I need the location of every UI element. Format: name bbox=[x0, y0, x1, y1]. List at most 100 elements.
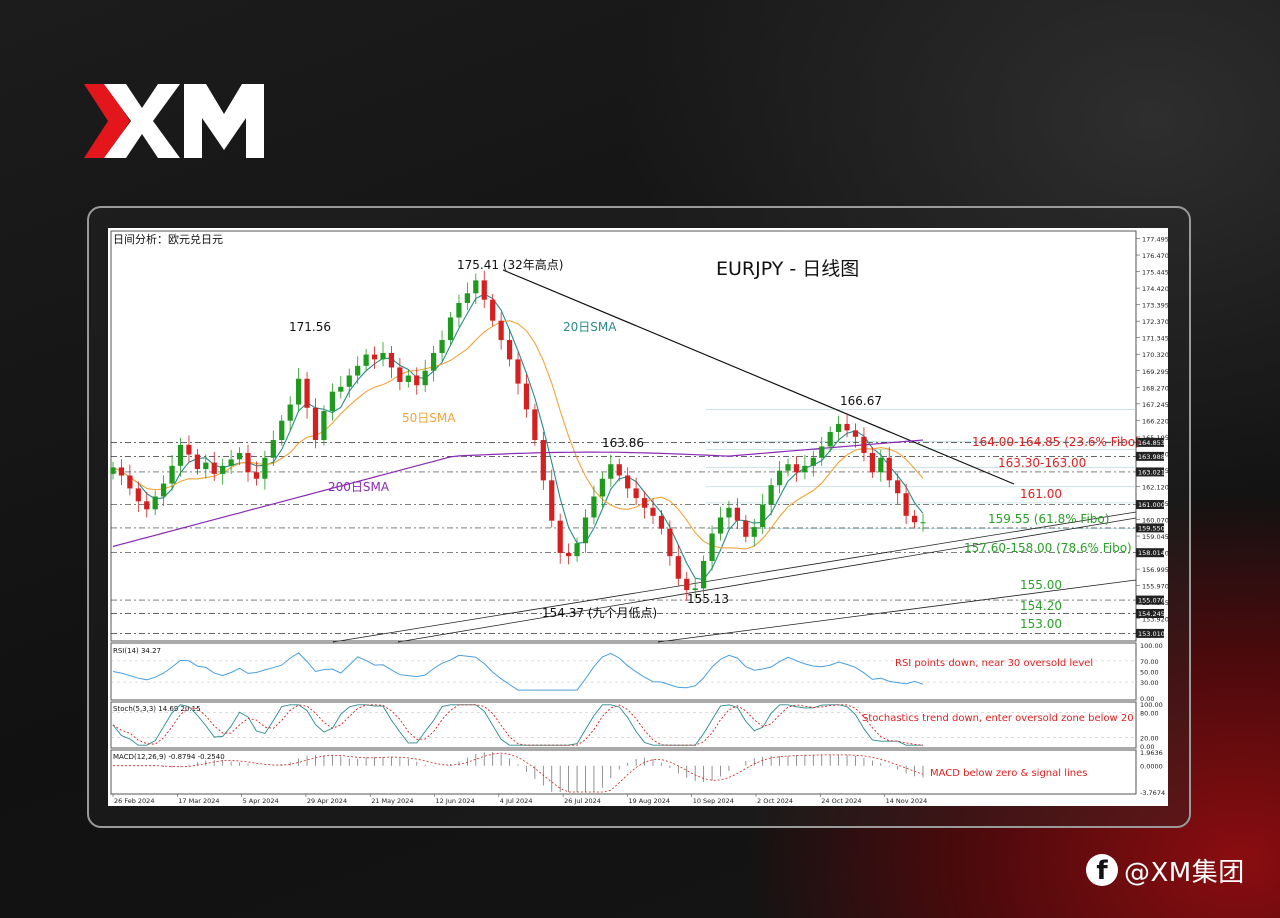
price-tag-box bbox=[1136, 467, 1164, 477]
candle-body bbox=[549, 480, 555, 521]
price-tick-label: 167.245 bbox=[1142, 401, 1168, 409]
stoch-d-line bbox=[112, 704, 924, 746]
ascending-trendline-3 bbox=[657, 579, 1137, 643]
candle-body bbox=[431, 352, 437, 371]
stoch-tick-label: 0.00 bbox=[1140, 743, 1154, 751]
descending-trendline bbox=[502, 269, 1015, 485]
date-tick-label: 14 Nov 2024 bbox=[886, 797, 928, 805]
candle-body bbox=[793, 464, 800, 473]
candle-body bbox=[279, 420, 285, 441]
rsi-label: RSI(14) 34.27 bbox=[113, 647, 161, 655]
price-tag-label: 163.021 bbox=[1138, 468, 1165, 476]
level-label-3: 161.00 bbox=[1020, 487, 1062, 501]
date-tick-label: 4 Jul 2024 bbox=[500, 797, 533, 805]
candle-body bbox=[464, 293, 470, 303]
logo-red-chevron bbox=[84, 84, 130, 158]
candle-body bbox=[878, 457, 884, 473]
candle-body bbox=[110, 467, 116, 474]
candle-body bbox=[456, 302, 462, 318]
rsi-tick-label: 50.00 bbox=[1140, 669, 1159, 677]
candle-body bbox=[270, 440, 276, 458]
price-tick-label: 165.195 bbox=[1142, 434, 1168, 442]
candle-body bbox=[726, 507, 732, 518]
candle-body bbox=[836, 423, 842, 432]
price-tag-box bbox=[1136, 628, 1164, 638]
candle-body bbox=[903, 493, 909, 516]
ascending-trendline-1 bbox=[332, 511, 1137, 643]
price-tag-label: 159.550 bbox=[1138, 524, 1165, 532]
annotation-peak-166: 166.67 bbox=[840, 394, 882, 408]
footer-brand: f @XM集团 bbox=[1086, 850, 1245, 890]
level-label-4: 159.55 (61.8% Fibo) bbox=[988, 512, 1109, 526]
candle-body bbox=[591, 496, 597, 518]
candle-body bbox=[186, 444, 192, 455]
sma200-line bbox=[112, 439, 924, 548]
candle-body bbox=[397, 367, 403, 382]
date-tick-label: 24 Oct 2024 bbox=[821, 797, 861, 805]
stoch-note: Stochastics trend down, enter oversold z… bbox=[862, 713, 1134, 724]
level-label-5: 157.60-158.00 (78.6% Fibo) bbox=[964, 541, 1132, 555]
candle-body bbox=[304, 378, 310, 408]
annotation-low-9m: 154.37 (九个月低点) bbox=[542, 606, 657, 620]
candle-body bbox=[523, 383, 530, 410]
candle-body bbox=[532, 409, 538, 441]
candle-body bbox=[625, 475, 631, 489]
rsi-tick-label: 70.00 bbox=[1140, 658, 1159, 666]
sma20-label: 20日SMA bbox=[563, 320, 617, 334]
sma20-line bbox=[112, 293, 924, 581]
candle-body bbox=[852, 430, 859, 437]
candle-body bbox=[819, 446, 825, 458]
candle-body bbox=[380, 352, 386, 360]
candle-body bbox=[734, 507, 740, 521]
candle-body bbox=[633, 488, 639, 499]
candle-body bbox=[540, 440, 546, 481]
price-tick-label: 175.445 bbox=[1142, 269, 1168, 277]
candle-body bbox=[675, 556, 681, 579]
price-tick-label: 155.970 bbox=[1142, 583, 1168, 591]
candle-body bbox=[776, 470, 783, 486]
candle-body bbox=[194, 454, 200, 470]
candle-body bbox=[886, 457, 892, 481]
rsi-tick-label: 30.00 bbox=[1140, 679, 1159, 687]
candle-body bbox=[177, 444, 184, 466]
date-tick-label: 17 Mar 2024 bbox=[178, 797, 219, 805]
candle-body bbox=[371, 354, 378, 360]
candle-body bbox=[717, 517, 724, 534]
stoch-label: Stoch(5,3,3) 14.69 20.15 bbox=[113, 705, 201, 713]
price-tick-label: 159.045 bbox=[1142, 533, 1168, 541]
candle-body bbox=[658, 515, 665, 529]
candle-body bbox=[557, 520, 563, 553]
date-tick-label: 26 Jul 2024 bbox=[564, 797, 601, 805]
stoch-tick-label: 20.00 bbox=[1140, 735, 1159, 743]
candle-body bbox=[346, 375, 352, 387]
candle-body bbox=[743, 520, 749, 537]
stoch-panel-border bbox=[110, 701, 1137, 749]
price-tick-label: 170.320 bbox=[1142, 351, 1168, 359]
sma50-label: 50日SMA bbox=[402, 411, 456, 425]
candle-body bbox=[895, 480, 901, 494]
date-tick-label: 26 Feb 2024 bbox=[114, 797, 154, 805]
price-tag-label: 163.988 bbox=[1138, 453, 1165, 461]
candle-body bbox=[296, 378, 302, 405]
date-tick-label: 5 Apr 2024 bbox=[243, 797, 279, 805]
footer-handle: @XM集团 bbox=[1124, 857, 1245, 888]
candle-body bbox=[363, 354, 369, 366]
level-label-1: 164.00-164.85 (23.6% Fibo) bbox=[972, 435, 1140, 449]
candle-body bbox=[515, 359, 521, 384]
candle-body bbox=[329, 391, 335, 412]
candle-body bbox=[439, 340, 445, 353]
macd-signal-line bbox=[113, 752, 924, 793]
ascending-trendline-2 bbox=[397, 517, 1137, 643]
price-tick-label: 153.920 bbox=[1142, 616, 1168, 624]
price-tag-box bbox=[1136, 548, 1164, 558]
date-tick-label: 29 Apr 2024 bbox=[307, 797, 347, 805]
candle-body bbox=[447, 317, 454, 341]
logo-x bbox=[104, 84, 180, 158]
candle-body bbox=[152, 496, 158, 510]
level-label-8: 153.00 bbox=[1020, 617, 1062, 631]
candle-body bbox=[498, 320, 504, 341]
candle-body bbox=[785, 464, 791, 471]
candle-body bbox=[405, 375, 411, 382]
candle-body bbox=[701, 560, 707, 589]
candle-body bbox=[844, 423, 850, 431]
